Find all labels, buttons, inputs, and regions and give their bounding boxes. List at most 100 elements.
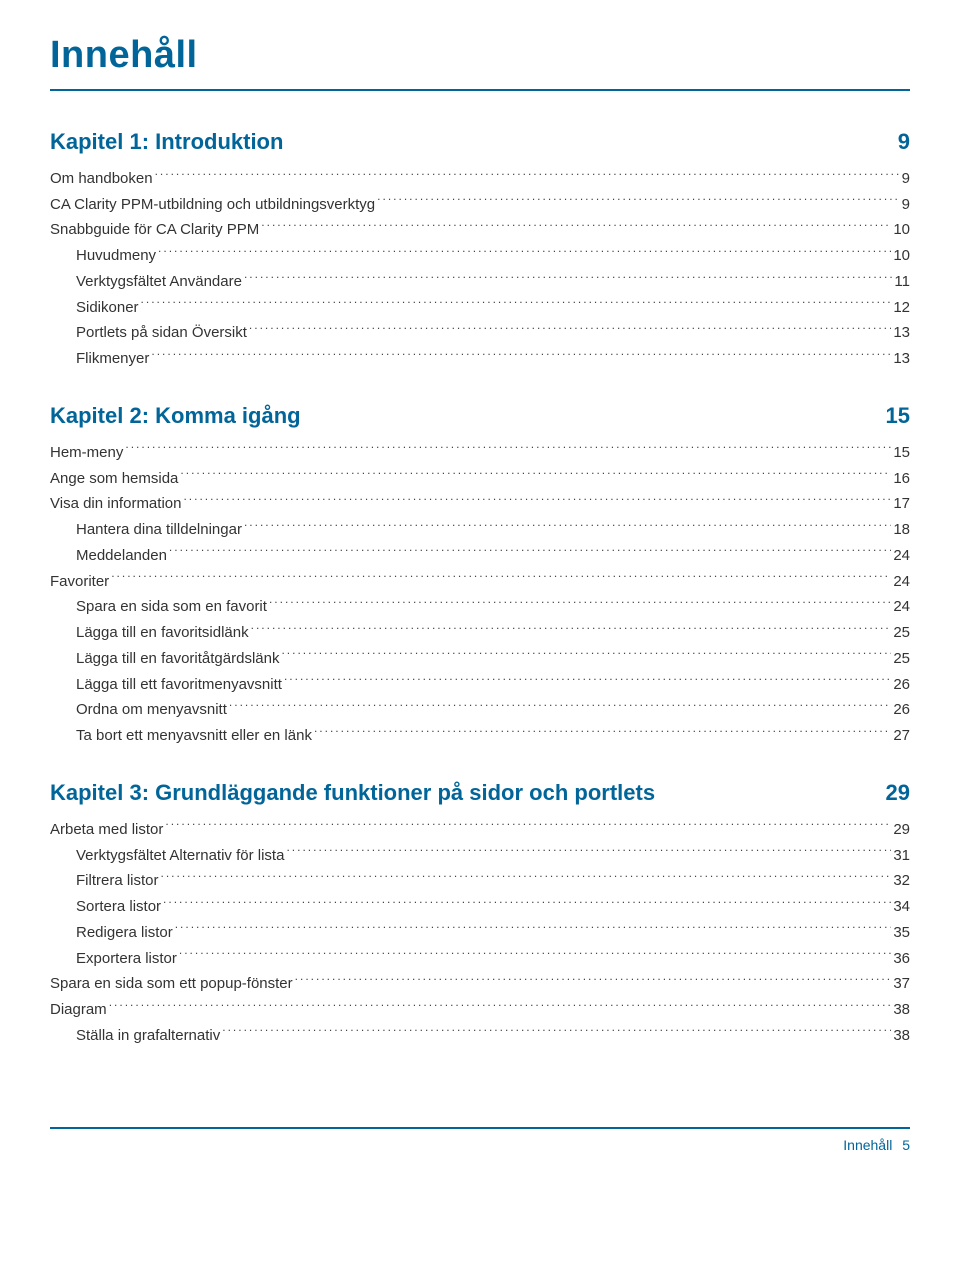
toc-entry-label: Flikmenyer bbox=[76, 348, 149, 370]
toc-leader-dots bbox=[125, 442, 891, 457]
toc-entry-page: 24 bbox=[893, 545, 910, 567]
chapter-page-number: 9 bbox=[898, 126, 910, 158]
toc-leader-dots bbox=[377, 194, 900, 209]
toc-entry-page: 12 bbox=[893, 297, 910, 319]
toc-leader-dots bbox=[163, 896, 891, 911]
toc-entry-page: 34 bbox=[893, 896, 910, 918]
toc-entry-label: Favoriter bbox=[50, 571, 109, 593]
toc-entry-label: Filtrera listor bbox=[76, 870, 159, 892]
toc-entry-label: Exportera listor bbox=[76, 948, 177, 970]
toc-entry: Ange som hemsida16 bbox=[50, 468, 910, 490]
toc-leader-dots bbox=[151, 348, 891, 363]
toc-entry-label: Meddelanden bbox=[76, 545, 167, 567]
toc-container: Kapitel 1: Introduktion 9 Om handboken 9 CA … bbox=[50, 126, 910, 1046]
footer-rule bbox=[50, 1127, 910, 1129]
toc-leader-dots bbox=[244, 271, 892, 286]
toc-entry-page: 37 bbox=[893, 973, 910, 995]
toc-entry: Diagram 38 bbox=[50, 999, 910, 1021]
toc-entry-page: 31 bbox=[893, 845, 910, 867]
toc-entry-page: 24 bbox=[893, 571, 910, 593]
title-rule bbox=[50, 89, 910, 91]
toc-entry: Hem-meny15 bbox=[50, 442, 910, 464]
chapter-heading: Kapitel 3: Grundläggande funktioner på s… bbox=[50, 777, 910, 809]
toc-entry-label: Snabbguide för CA Clarity PPM bbox=[50, 219, 259, 241]
toc-entry-label: Diagram bbox=[50, 999, 107, 1021]
toc-entry-label: Spara en sida som en favorit bbox=[76, 596, 267, 618]
toc-entry-page: 10 bbox=[893, 245, 910, 267]
toc-entry-page: 11 bbox=[894, 271, 910, 293]
chapter-title: Kapitel 1: Introduktion bbox=[50, 126, 283, 158]
toc-entry-page: 38 bbox=[893, 999, 910, 1021]
toc-entry-label: Portlets på sidan Översikt bbox=[76, 322, 247, 344]
toc-leader-dots bbox=[183, 493, 891, 508]
toc-leader-dots bbox=[158, 245, 891, 260]
toc-entry: Lägga till ett favoritmenyavsnitt 26 bbox=[50, 674, 910, 696]
toc-entry: Favoriter 24 bbox=[50, 571, 910, 593]
toc-entry-page: 10 bbox=[893, 219, 910, 241]
toc-leader-dots bbox=[141, 297, 892, 312]
toc-entry-label: Hem-meny bbox=[50, 442, 123, 464]
toc-entry: Visa din information17 bbox=[50, 493, 910, 515]
footer-label: Innehåll bbox=[843, 1137, 892, 1153]
toc-entry: Spara en sida som en favorit 24 bbox=[50, 596, 910, 618]
toc-leader-dots bbox=[229, 699, 891, 714]
toc-entry-page: 13 bbox=[893, 348, 910, 370]
toc-entry-label: Om handboken bbox=[50, 168, 153, 190]
toc-entry-label: Lägga till ett favoritmenyavsnitt bbox=[76, 674, 282, 696]
toc-entry-page: 26 bbox=[893, 674, 910, 696]
toc-leader-dots bbox=[249, 322, 891, 337]
chapter-heading: Kapitel 1: Introduktion 9 bbox=[50, 126, 910, 158]
toc-entry-label: Spara en sida som ett popup-fönster bbox=[50, 973, 293, 995]
toc-entry-page: 32 bbox=[893, 870, 910, 892]
toc-entry-page: 36 bbox=[893, 948, 910, 970]
toc-leader-dots bbox=[155, 168, 900, 183]
toc-leader-dots bbox=[161, 870, 892, 885]
toc-entry-page: 35 bbox=[893, 922, 910, 944]
chapter-title: Kapitel 3: Grundläggande funktioner på s… bbox=[50, 777, 655, 809]
toc-entry-page: 9 bbox=[902, 168, 910, 190]
toc-entry-page: 29 bbox=[893, 819, 910, 841]
toc-entry-label: Hantera dina tilldelningar bbox=[76, 519, 242, 541]
toc-entry-label: Verktygsfältet Användare bbox=[76, 271, 242, 293]
toc-leader-dots bbox=[286, 845, 891, 860]
toc-entry: Redigera listor35 bbox=[50, 922, 910, 944]
toc-leader-dots bbox=[180, 468, 891, 483]
toc-entry-page: 13 bbox=[893, 322, 910, 344]
toc-entry: Ordna om menyavsnitt26 bbox=[50, 699, 910, 721]
toc-entry-label: Lägga till en favoritåtgärdslänk bbox=[76, 648, 279, 670]
toc-leader-dots bbox=[222, 1025, 891, 1040]
toc-entry-page: 38 bbox=[893, 1025, 910, 1047]
toc-leader-dots bbox=[261, 219, 891, 234]
toc-entry-page: 24 bbox=[893, 596, 910, 618]
toc-leader-dots bbox=[244, 519, 891, 534]
chapter-page-number: 15 bbox=[886, 400, 910, 432]
toc-leader-dots bbox=[109, 999, 892, 1014]
toc-entry: Verktygsfältet Användare 11 bbox=[50, 271, 910, 293]
toc-entry: Spara en sida som ett popup-fönster 37 bbox=[50, 973, 910, 995]
toc-entry-label: Ordna om menyavsnitt bbox=[76, 699, 227, 721]
chapter-page-number: 29 bbox=[886, 777, 910, 809]
toc-entry-page: 25 bbox=[893, 622, 910, 644]
toc-entry: Om handboken 9 bbox=[50, 168, 910, 190]
toc-entry-label: Lägga till en favoritsidlänk bbox=[76, 622, 249, 644]
toc-leader-dots bbox=[314, 725, 891, 740]
toc-entry: Flikmenyer 13 bbox=[50, 348, 910, 370]
page-footer: Innehåll 5 bbox=[50, 1127, 910, 1155]
toc-leader-dots bbox=[169, 545, 891, 560]
toc-entry-label: Arbeta med listor bbox=[50, 819, 163, 841]
toc-leader-dots bbox=[295, 973, 892, 988]
toc-leader-dots bbox=[175, 922, 892, 937]
toc-entry-page: 18 bbox=[893, 519, 910, 541]
toc-entry-page: 27 bbox=[893, 725, 910, 747]
toc-leader-dots bbox=[251, 622, 892, 637]
toc-leader-dots bbox=[269, 596, 891, 611]
toc-entry: Sortera listor34 bbox=[50, 896, 910, 918]
toc-leader-dots bbox=[111, 571, 891, 586]
toc-entry-label: CA Clarity PPM-utbildning och utbildning… bbox=[50, 194, 375, 216]
toc-entry: Verktygsfältet Alternativ för lista31 bbox=[50, 845, 910, 867]
toc-entry-label: Ange som hemsida bbox=[50, 468, 178, 490]
toc-entry: Exportera listor 36 bbox=[50, 948, 910, 970]
toc-entry: Portlets på sidan Översikt 13 bbox=[50, 322, 910, 344]
chapter-heading: Kapitel 2: Komma igång15 bbox=[50, 400, 910, 432]
footer-page-number: 5 bbox=[902, 1137, 910, 1153]
